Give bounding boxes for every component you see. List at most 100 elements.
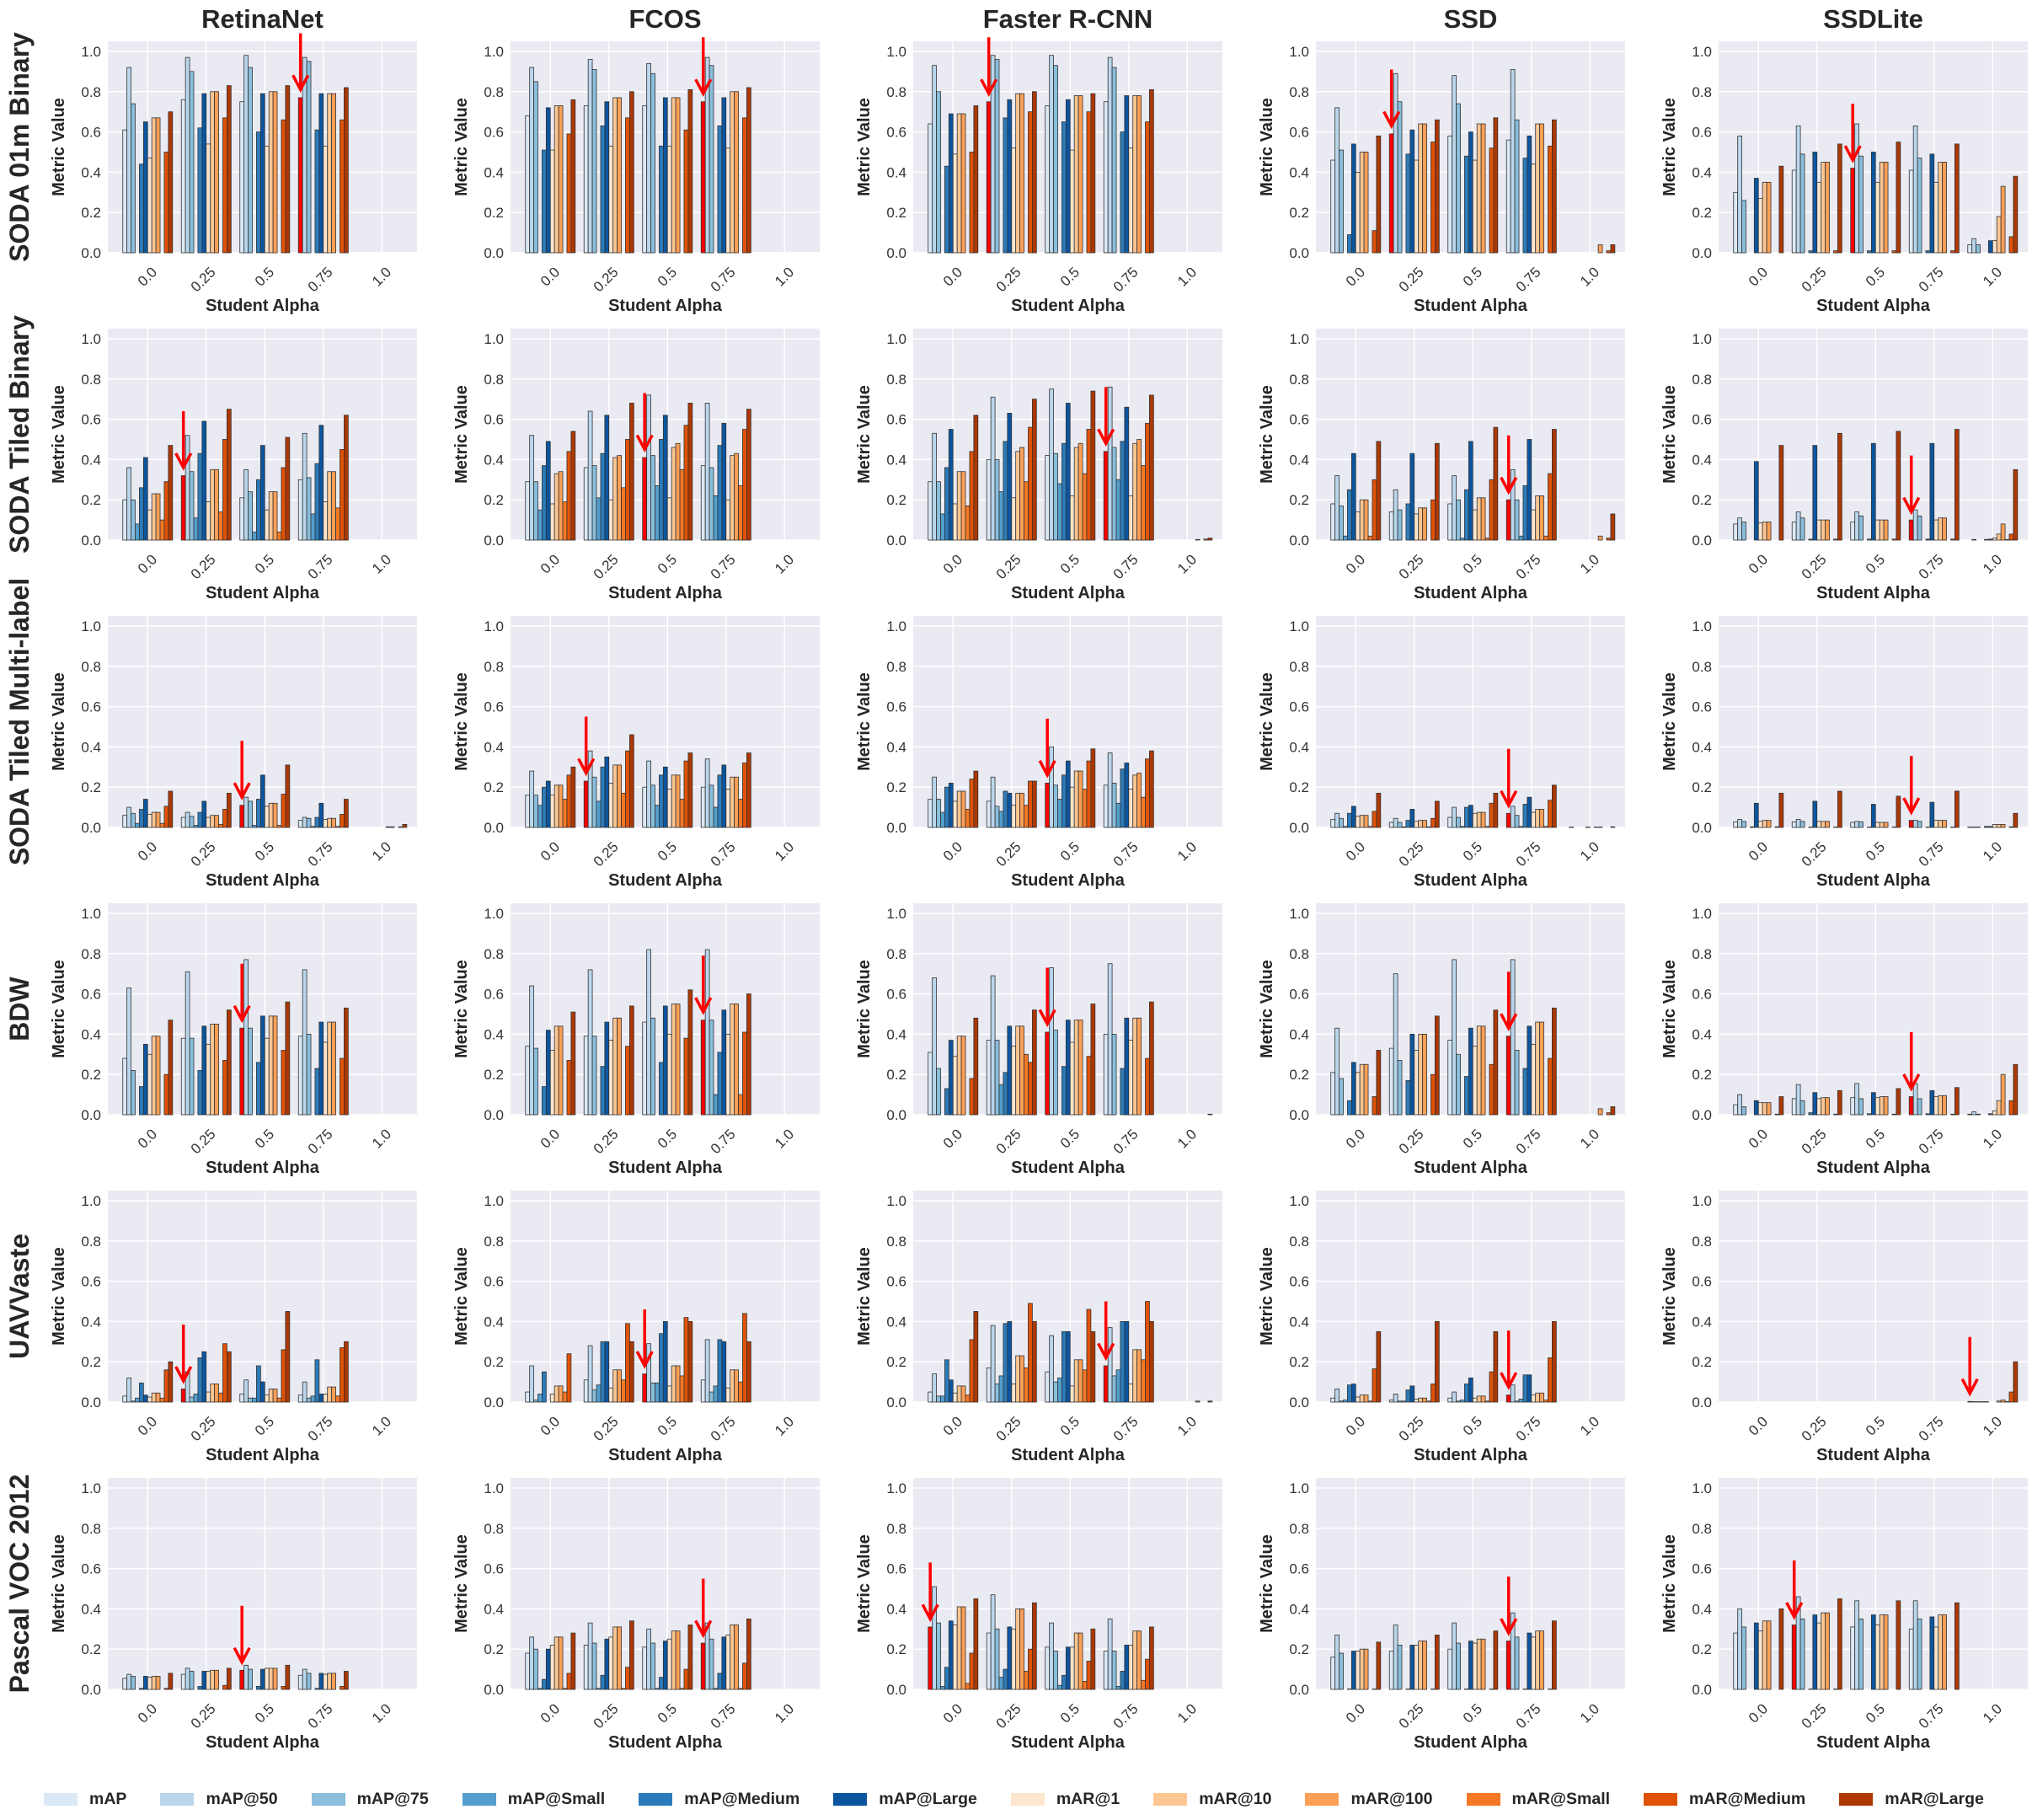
highlighted-bar-map-alpha-0-25 (583, 780, 589, 828)
x-tick-label: 0.5 (1863, 264, 1888, 289)
bar-mar-10-alpha-0-25 (1418, 1397, 1424, 1403)
bar-map-large-alpha-0-5 (662, 97, 668, 254)
bar-map-alpha-0-75 (1908, 1628, 1914, 1690)
bar-map-medium-alpha-0-75 (717, 1052, 723, 1116)
y-tick-label: 0.0 (1692, 1682, 1712, 1698)
bar-map-75-alpha-0-5 (650, 1382, 655, 1403)
bar-mar-10-alpha-1-0 (1996, 216, 2002, 254)
y-axis-label: Metric Value (1258, 1247, 1276, 1346)
plot-background (1316, 1191, 1625, 1402)
panel-pascal-voc-2012-ssd: 0.00.20.40.60.81.00.0 0.25 0.5 0.75 1.0Metri… (1258, 1478, 1625, 1752)
x-tick-label: 1.0 (1980, 1126, 2005, 1151)
x-tick-label: 0.0 (940, 264, 965, 289)
bar-map-alpha-0-5 (1447, 1040, 1453, 1116)
bar-map-75-alpha-0-75 (1917, 515, 1922, 541)
bar-map-medium-alpha-0-25 (1405, 153, 1411, 254)
bar-mar-medium-alpha-0-75 (1548, 145, 1553, 254)
legend-label: mAR@100 (1350, 1790, 1433, 1808)
bar-mar-medium-alpha-1-0 (2008, 1391, 2014, 1403)
bar-mar-medium-alpha-0-5 (1489, 1063, 1495, 1116)
legend-swatch (1305, 1793, 1340, 1806)
bar-mar-small-alpha-0-0 (159, 822, 165, 828)
bar-map-50-alpha-0-0 (529, 1636, 534, 1690)
bar-mar-medium-alpha-0-75 (340, 119, 345, 254)
bar-mar-large-alpha-0-0 (570, 766, 576, 828)
x-tick-label: 0.75 (305, 551, 336, 582)
y-tick-label: 0.2 (484, 1641, 504, 1657)
y-tick-label: 0.0 (886, 1394, 906, 1410)
bar-mar-100-alpha-0-5 (272, 91, 278, 254)
bar-mar-1-alpha-0-75 (1531, 509, 1537, 541)
bar-map-alpha-0-25 (583, 1645, 589, 1690)
bar-map-alpha-0-75 (700, 465, 706, 541)
bar-mar-100-alpha-0-75 (1539, 1392, 1544, 1403)
best-alpha-arrow-icon (1843, 104, 1862, 163)
bar-mar-medium-alpha-0-0 (566, 451, 572, 541)
bar-mar-10-alpha-0-75 (1132, 1017, 1138, 1116)
bar-mar-100-alpha-0-75 (1942, 1095, 1947, 1116)
bar-mar-10-alpha-0-25 (612, 1626, 618, 1690)
bar-mar-medium-alpha-0-0 (969, 152, 975, 254)
bar-mar-10-alpha-0-5 (671, 774, 676, 828)
bar-map-75-alpha-0-25 (994, 59, 1000, 254)
row-label: SODA Tiled Binary (4, 315, 35, 554)
arrow-head (1500, 1618, 1518, 1636)
bar-map-alpha-0-25 (583, 467, 589, 541)
bar-mar-1-alpha-0-25 (1414, 1050, 1420, 1116)
bar-map-50-alpha-0-5 (243, 468, 249, 541)
y-tick-label: 0.6 (886, 125, 906, 141)
bar-map-50-alpha-0-75 (1107, 1618, 1113, 1690)
bar-map-75-alpha-0-0 (1339, 1078, 1344, 1116)
bar-map-50-alpha-0-25 (184, 435, 190, 541)
x-tick-label: 0.25 (591, 1700, 622, 1732)
bar-mar-10-alpha-0-5 (1476, 123, 1482, 254)
y-tick-label: 0.8 (81, 84, 101, 100)
bar-mar-1-alpha-0-75 (1128, 147, 1134, 254)
y-tick-label: 0.6 (1289, 987, 1309, 1003)
bar-mar-1-alpha-0-75 (1531, 1043, 1537, 1116)
bar-mar-100-alpha-0-0 (960, 790, 966, 828)
x-tick-label: 1.0 (369, 264, 394, 289)
bar-map-small-alpha-0-25 (998, 1375, 1004, 1403)
legend-item-map-small: mAP@Small (462, 1790, 605, 1809)
bar-mar-1-alpha-0-75 (323, 501, 329, 541)
bar-map-50-alpha-0-5 (646, 394, 651, 541)
bar-mar-medium-alpha-0-75 (340, 1686, 345, 1690)
y-tick-label: 1.0 (484, 1480, 504, 1496)
x-tick-label: 0.25 (188, 1413, 219, 1444)
bar-mar-1-alpha-0-25 (608, 1636, 614, 1690)
bar-map-medium-alpha-0-75 (717, 774, 723, 828)
bar-mar-medium-alpha-0-0 (969, 451, 975, 541)
bar-map-75-alpha-0-25 (1799, 517, 1805, 541)
x-tick-label: 0.75 (1110, 1413, 1142, 1444)
bar-map-75-alpha-0-5 (1053, 452, 1058, 541)
bar-mar-10-alpha-0-75 (730, 776, 735, 828)
y-tick-label: 0.4 (1692, 1026, 1712, 1042)
bar-mar-medium-alpha-0-25 (1430, 499, 1436, 541)
arrow-head (1500, 1372, 1518, 1390)
bar-map-small-alpha-0-5 (252, 1397, 257, 1403)
bar-map-75-alpha-0-5 (248, 800, 253, 828)
bar-mar-1-alpha-0-0 (1355, 1651, 1361, 1690)
bar-map-50-alpha-0-5 (243, 796, 249, 828)
y-tick-label: 0.2 (1289, 779, 1309, 795)
x-tick-label: 0.25 (1799, 1413, 1830, 1444)
bar-map-75-alpha-0-25 (591, 465, 597, 541)
highlighted-bar-map-alpha-0-25 (1388, 133, 1394, 254)
bar-map-medium-alpha-0-75 (1925, 538, 1931, 541)
y-tick-label: 0.6 (1692, 987, 1712, 1003)
best-alpha-arrow-icon (1500, 1576, 1518, 1636)
bar-map-75-alpha-0-75 (1514, 1636, 1520, 1690)
bar-map-75-alpha-0-0 (533, 1400, 538, 1403)
arrow-head (1500, 1013, 1518, 1031)
y-tick-label: 0.2 (1692, 1641, 1712, 1657)
bar-map-large-alpha-0-5 (1065, 403, 1071, 541)
bar-mar-large-alpha-0-5 (285, 1001, 291, 1116)
bar-mar-100-alpha-0-25 (1019, 1025, 1024, 1116)
x-axis-label: Student Alpha (1011, 297, 1126, 315)
bar-mar-100-alpha-0-0 (155, 493, 161, 541)
bar-map-medium-alpha-0-25 (1808, 1112, 1814, 1116)
x-axis-label: Student Alpha (206, 1446, 320, 1464)
y-tick-label: 1.0 (1692, 44, 1712, 60)
best-alpha-arrow-icon (1500, 748, 1518, 809)
